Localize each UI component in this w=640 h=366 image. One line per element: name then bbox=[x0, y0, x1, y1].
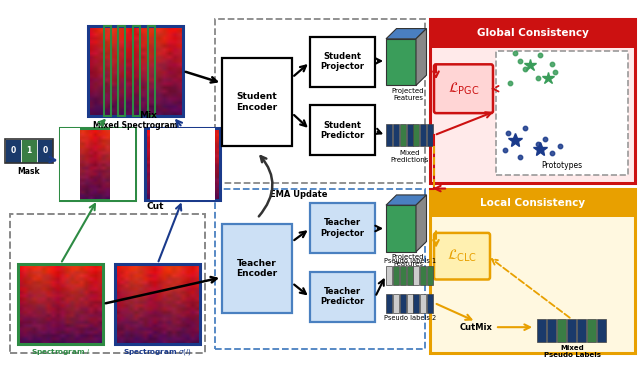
Bar bbox=[430, 188, 635, 217]
Bar bbox=[37, 139, 53, 163]
Text: Teacher
Predictor: Teacher Predictor bbox=[321, 287, 365, 306]
Text: Projected
Features: Projected Features bbox=[392, 254, 424, 267]
Bar bbox=[400, 294, 406, 313]
Text: Teacher
Projector: Teacher Projector bbox=[321, 218, 365, 238]
Text: Spectrogram $\sigma(i)$: Spectrogram $\sigma(i)$ bbox=[123, 347, 192, 357]
Bar bbox=[386, 205, 416, 252]
Bar bbox=[557, 320, 566, 341]
Text: Student
Encoder: Student Encoder bbox=[236, 92, 278, 112]
Bar bbox=[537, 320, 546, 341]
Bar bbox=[133, 26, 140, 116]
Bar bbox=[406, 294, 413, 313]
Text: 0: 0 bbox=[42, 146, 47, 155]
Bar bbox=[104, 26, 111, 116]
Bar bbox=[400, 124, 406, 146]
Bar bbox=[5, 139, 53, 163]
Text: Student
Predictor: Student Predictor bbox=[321, 121, 365, 140]
Bar bbox=[547, 320, 556, 341]
Text: Mix: Mix bbox=[139, 111, 157, 120]
Text: Spectrogram $i$: Spectrogram $i$ bbox=[31, 347, 90, 357]
Bar bbox=[420, 124, 426, 146]
Bar bbox=[150, 127, 215, 199]
Text: Local Consistency: Local Consistency bbox=[480, 198, 585, 208]
Bar bbox=[413, 294, 419, 313]
Bar bbox=[413, 124, 419, 146]
Bar bbox=[118, 26, 125, 116]
FancyBboxPatch shape bbox=[222, 224, 292, 313]
Bar bbox=[5, 139, 21, 163]
Text: Cut: Cut bbox=[147, 202, 164, 211]
Bar bbox=[587, 320, 596, 341]
Bar bbox=[386, 266, 392, 285]
Bar bbox=[393, 266, 399, 285]
Bar bbox=[393, 124, 399, 146]
Bar bbox=[148, 26, 155, 116]
Text: 0: 0 bbox=[10, 146, 15, 155]
Bar bbox=[577, 320, 586, 341]
Bar bbox=[386, 294, 392, 313]
Polygon shape bbox=[386, 29, 426, 39]
Text: Mixed Spectrogram: Mixed Spectrogram bbox=[93, 121, 178, 130]
Bar bbox=[115, 264, 200, 344]
Text: Pseudo labels 2: Pseudo labels 2 bbox=[384, 315, 436, 321]
Text: Mixed
Pseudo Labels: Mixed Pseudo Labels bbox=[543, 345, 600, 358]
Text: Global Consistency: Global Consistency bbox=[477, 28, 588, 38]
Text: $\mathcal{L}_{\rm PGC}$: $\mathcal{L}_{\rm PGC}$ bbox=[448, 81, 479, 97]
Bar bbox=[427, 294, 433, 313]
Bar bbox=[430, 188, 635, 353]
Text: Mask: Mask bbox=[18, 168, 40, 176]
Bar bbox=[427, 124, 433, 146]
Bar bbox=[430, 19, 635, 183]
Bar bbox=[393, 294, 399, 313]
Bar bbox=[406, 266, 413, 285]
Bar bbox=[427, 266, 433, 285]
Text: Teacher
Encoder: Teacher Encoder bbox=[236, 259, 278, 278]
Bar bbox=[386, 39, 416, 85]
Bar bbox=[406, 124, 413, 146]
Text: CutMix: CutMix bbox=[460, 323, 492, 332]
Text: Pseudo labels 1: Pseudo labels 1 bbox=[384, 258, 436, 264]
Polygon shape bbox=[386, 195, 426, 205]
Bar bbox=[567, 320, 576, 341]
Polygon shape bbox=[416, 195, 426, 252]
Text: Projected
Features: Projected Features bbox=[392, 87, 424, 101]
FancyBboxPatch shape bbox=[434, 233, 490, 280]
Bar bbox=[597, 320, 606, 341]
FancyBboxPatch shape bbox=[434, 64, 493, 113]
Bar bbox=[413, 266, 419, 285]
Text: Student
Projector: Student Projector bbox=[321, 52, 365, 71]
Bar bbox=[110, 127, 135, 199]
Bar bbox=[21, 139, 37, 163]
FancyBboxPatch shape bbox=[222, 58, 292, 146]
Text: $\mathcal{L}_{\rm CLC}$: $\mathcal{L}_{\rm CLC}$ bbox=[447, 248, 477, 264]
Text: Mixed
Predictions: Mixed Predictions bbox=[391, 150, 429, 163]
Bar bbox=[430, 19, 635, 48]
FancyBboxPatch shape bbox=[310, 203, 375, 253]
Text: Prototypes: Prototypes bbox=[541, 161, 582, 170]
Text: 1: 1 bbox=[26, 146, 31, 155]
Bar bbox=[420, 266, 426, 285]
Bar bbox=[420, 294, 426, 313]
Bar bbox=[400, 266, 406, 285]
Polygon shape bbox=[416, 29, 426, 85]
FancyBboxPatch shape bbox=[496, 51, 628, 175]
FancyBboxPatch shape bbox=[310, 272, 375, 322]
Bar bbox=[88, 26, 183, 116]
Bar bbox=[60, 127, 80, 199]
FancyBboxPatch shape bbox=[310, 105, 375, 155]
Bar bbox=[145, 127, 220, 199]
Bar bbox=[386, 124, 392, 146]
Bar bbox=[18, 264, 103, 344]
Bar bbox=[60, 127, 135, 199]
FancyBboxPatch shape bbox=[310, 37, 375, 86]
Text: EMA Update: EMA Update bbox=[270, 190, 328, 199]
